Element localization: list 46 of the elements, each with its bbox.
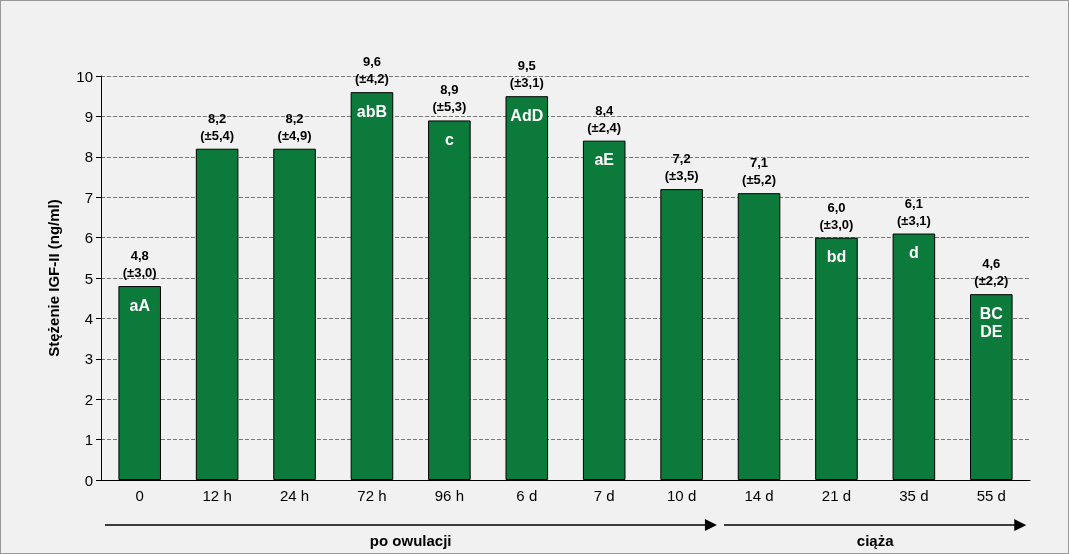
y-tick-label: 0 <box>84 471 93 489</box>
x-tick-label: 35 d <box>899 487 929 504</box>
data-label: 4,6 (±2,2) <box>974 256 1009 289</box>
y-tick-label: 7 <box>84 188 93 206</box>
data-label: 6,1 (±3,1) <box>896 195 931 228</box>
text: ciąża <box>855 532 895 549</box>
y-tick-label: 5 <box>84 269 93 287</box>
y-tick-label: 3 <box>84 350 93 368</box>
data-label: 7,1 (±5,2) <box>742 155 776 188</box>
annotation: bd <box>826 248 847 266</box>
annotation: BC DE <box>979 304 1004 340</box>
annotation: AdD <box>510 106 544 124</box>
x-tick-label: 72 h <box>357 487 387 504</box>
data-label: 7,2 (±3,5) <box>664 151 699 184</box>
text: po owulacji <box>368 532 453 549</box>
data-label: 8,9 (±5,3) <box>432 82 467 115</box>
data-label: 8,2 (±5,4) <box>200 110 235 143</box>
x-tick-label: 96 h <box>434 487 464 504</box>
data-label: 9,6 (±4,2) <box>355 54 389 87</box>
data-label: 4,8 (±3,0) <box>122 248 157 281</box>
y-tick-label: 4 <box>84 309 93 327</box>
y-tick-label: 6 <box>84 229 93 247</box>
annotation: aA <box>129 296 151 314</box>
y-axis-title: Stężenie IGF-II (ng/ml) <box>45 199 62 357</box>
annotation: aE <box>594 151 615 169</box>
y-tick-label: 9 <box>84 107 93 125</box>
x-tick-label: 10 d <box>667 487 697 504</box>
y-tick-label: 1 <box>84 431 93 449</box>
x-tick-label: 21 d <box>821 487 852 504</box>
x-tick-label: 7 d <box>593 487 615 504</box>
x-tick-label: 0 <box>135 487 144 504</box>
annotation: d <box>908 244 919 262</box>
x-tick-label: 24 h <box>279 487 310 504</box>
data-label: 6,0 (±3,0) <box>819 199 854 232</box>
x-tick-label: 55 d <box>976 487 1006 504</box>
data-label: 8,2 (±4,9) <box>277 110 312 143</box>
annotation: abB <box>356 102 388 120</box>
x-tick-label: 6 d <box>516 487 538 504</box>
data-label: 9,5 (±3,1) <box>509 58 544 91</box>
annotation: c <box>444 130 454 148</box>
y-tick-label: 2 <box>84 390 93 408</box>
y-tick-label: 8 <box>84 148 93 166</box>
x-tick-label: 12 h <box>202 487 232 504</box>
x-tick-label: 14 d <box>744 487 774 504</box>
y-tick-label: 10 <box>76 67 93 85</box>
data-label: 8,4 (±2,4) <box>587 102 622 135</box>
